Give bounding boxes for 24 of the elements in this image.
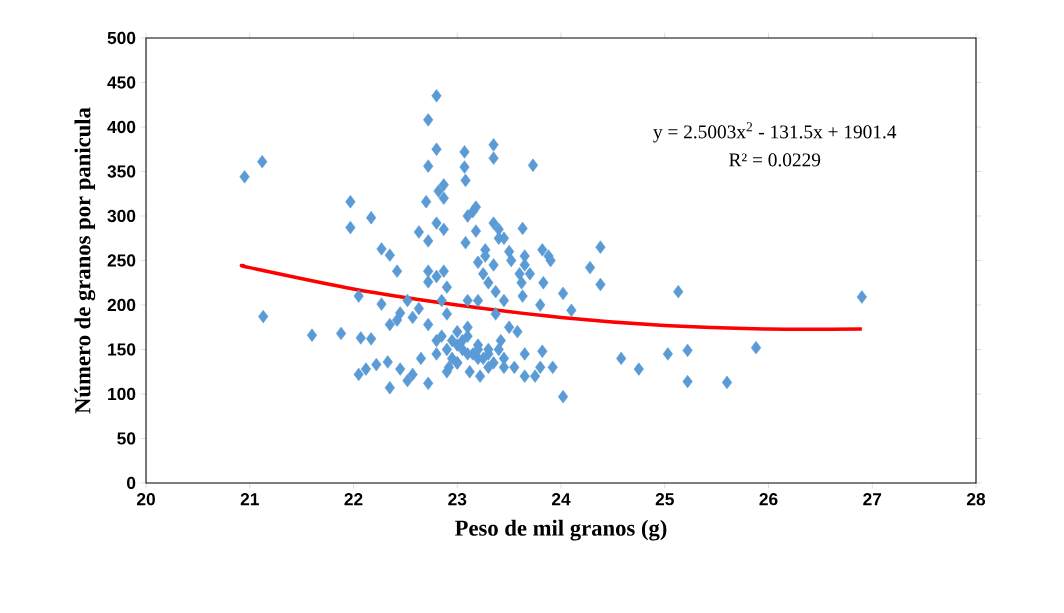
y-axis-title: Número de granos por panicula (74, 107, 96, 414)
y-tick-label: 300 (107, 209, 136, 223)
x-tick-label: 22 (344, 493, 363, 506)
y-tick-label: 200 (107, 298, 136, 312)
x-tick-label: 28 (966, 493, 986, 506)
y-tick-label: 150 (108, 343, 136, 356)
y-tick-label: 0 (127, 476, 136, 490)
y-tick-label: 450 (107, 76, 136, 89)
y-tick-label: 400 (107, 120, 136, 134)
annotation: y = 2.5003x$^{2}$ - 131.5x + 1901.4 (653, 122, 897, 143)
y-tick-label: 50 (117, 432, 136, 445)
y-tick-label: 500 (107, 31, 136, 45)
y-tick-label: 100 (108, 387, 136, 401)
y-tick-label: 250 (107, 254, 136, 267)
x-axis-title: Peso de mil granos (g) (455, 519, 667, 541)
x-tick-label: 21 (240, 493, 259, 506)
x-tick-label: 25 (655, 493, 674, 506)
y-tick-label: 350 (107, 165, 136, 178)
x-tick-label: 24 (551, 493, 571, 506)
x-tick-label: 26 (759, 493, 778, 506)
x-tick-label: 23 (448, 493, 467, 506)
x-tick-label: 20 (136, 493, 155, 506)
x-tick-label: 27 (863, 493, 882, 506)
annotation: R² = 0.0229 (729, 153, 821, 167)
